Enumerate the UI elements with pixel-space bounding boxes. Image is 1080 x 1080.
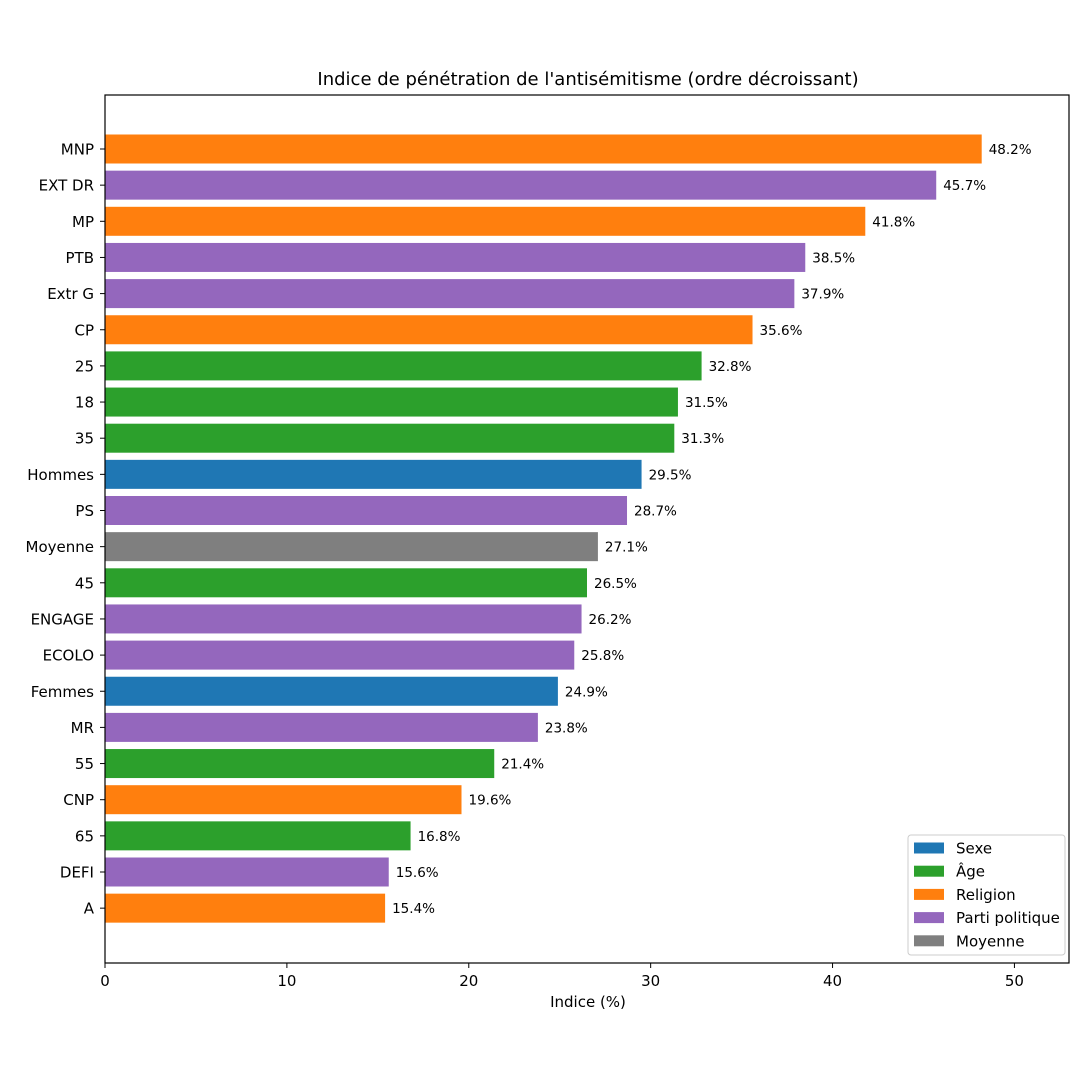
y-tick-label-moyenne: Moyenne <box>26 538 94 556</box>
value-label-moyenne: 27.1% <box>605 540 648 556</box>
y-tick-label-cnp: CNP <box>63 791 94 809</box>
bars-layer: 48.2% 45.7% 41.8% 38.5% 37.9% 35.6% 32.8% 31.5%… <box>105 134 1032 923</box>
legend-label-age: Âge <box>956 862 985 881</box>
value-label-defi: 15.6% <box>396 865 439 881</box>
bar-a <box>105 893 386 923</box>
bar-cp <box>105 315 753 345</box>
legend-label-sexe: Sexe <box>956 840 992 858</box>
bar-65 <box>105 821 411 851</box>
y-tick-label-a: A <box>84 900 95 918</box>
legend-box <box>907 834 1066 956</box>
y-tick-label-65: 65 <box>75 827 94 845</box>
x-tick-label-40: 40 <box>823 972 842 990</box>
y-tick-label-femmes: Femmes <box>31 683 94 701</box>
chart-title: Indice de pénétration de l'antisémitisme… <box>317 69 858 90</box>
legend-label-religion: Religion <box>956 886 1016 904</box>
x-tick-label-0: 0 <box>100 972 110 990</box>
value-label-25: 32.8% <box>709 359 752 375</box>
legend-swatch-age <box>914 865 944 877</box>
bar-18 <box>105 387 678 417</box>
y-tick-label-engage: ENGAGE <box>31 610 94 628</box>
bar-mr <box>105 712 538 742</box>
bar-ps <box>105 496 628 525</box>
y-tick-label-45: 45 <box>75 574 94 592</box>
value-label-18: 31.5% <box>685 395 728 411</box>
x-tick-label-50: 50 <box>1005 972 1024 990</box>
bar-55 <box>105 749 495 779</box>
bar-hommes <box>105 459 642 489</box>
x-axis-label: Indice (%) <box>550 993 626 1011</box>
y-tick-label-cp: CP <box>74 321 94 339</box>
bar-35 <box>105 423 675 453</box>
y-tick-label-ps: PS <box>75 502 94 520</box>
legend: Sexe Âge Religion Parti politique Moyenne <box>907 834 1066 956</box>
value-label-engage: 26.2% <box>589 612 632 628</box>
legend-swatch-parti <box>914 912 944 924</box>
bar-extr-g <box>105 279 795 309</box>
value-label-65: 16.8% <box>418 829 461 845</box>
y-tick-label-mnp: MNP <box>61 141 94 159</box>
y-tick-label-25: 25 <box>75 357 94 375</box>
bar-25 <box>105 351 702 381</box>
legend-swatch-sexe <box>914 842 944 854</box>
value-label-a: 15.4% <box>392 901 435 917</box>
legend-swatch-religion <box>914 888 944 900</box>
bar-femmes <box>105 676 558 706</box>
value-label-ecolo: 25.8% <box>581 648 624 664</box>
value-label-cnp: 19.6% <box>468 793 511 809</box>
legend-label-parti: Parti politique <box>956 909 1060 927</box>
value-label-femmes: 24.9% <box>565 684 608 700</box>
y-tick-label-55: 55 <box>75 755 94 773</box>
y-tick-label-defi: DEFI <box>60 864 94 882</box>
y-tick-label-18: 18 <box>75 394 94 412</box>
bar-ecolo <box>105 640 575 670</box>
bar-45 <box>105 568 587 598</box>
x-tick-label-20: 20 <box>459 972 478 990</box>
value-label-45: 26.5% <box>594 576 637 592</box>
bar-ext-dr <box>105 170 937 200</box>
y-tick-label-mr: MR <box>71 719 94 737</box>
x-axis: 0 10 20 30 40 50 <box>100 963 1024 990</box>
value-label-mnp: 48.2% <box>989 142 1032 158</box>
y-tick-label-35: 35 <box>75 430 94 448</box>
y-axis: MNP EXT DR MP PTB Extr G CP 25 18 35 Hommes PS Moye… <box>26 141 105 918</box>
x-tick-label-30: 30 <box>641 972 660 990</box>
value-label-hommes: 29.5% <box>649 467 692 483</box>
value-label-mp: 41.8% <box>872 214 915 230</box>
bar-engage <box>105 604 582 634</box>
y-tick-label-mp: MP <box>72 213 94 231</box>
bar-defi <box>105 857 389 887</box>
value-label-ptb: 38.5% <box>812 250 855 266</box>
plot-frame <box>104 94 1070 964</box>
y-tick-label-hommes: Hommes <box>27 466 94 484</box>
value-label-extr-g: 37.9% <box>801 287 844 303</box>
x-tick-label-10: 10 <box>277 972 296 990</box>
bar-ptb <box>105 242 806 272</box>
value-label-ps: 28.7% <box>634 504 677 520</box>
bar-moyenne <box>105 532 598 562</box>
y-tick-label-ecolo: ECOLO <box>43 647 94 665</box>
value-label-ext-dr: 45.7% <box>943 178 986 194</box>
y-tick-label-extr-g: Extr G <box>47 285 94 303</box>
bar-mnp <box>105 134 982 164</box>
value-label-55: 21.4% <box>501 757 544 773</box>
value-label-35: 31.3% <box>681 431 724 447</box>
bar-cnp <box>105 785 462 815</box>
value-label-mr: 23.8% <box>545 720 588 736</box>
y-tick-label-ptb: PTB <box>66 249 95 267</box>
y-tick-label-ext-dr: EXT DR <box>39 177 94 195</box>
legend-label-moyenne: Moyenne <box>956 932 1024 950</box>
value-label-cp: 35.6% <box>760 323 803 339</box>
bar-mp <box>105 206 866 236</box>
legend-swatch-moyenne <box>914 935 944 947</box>
